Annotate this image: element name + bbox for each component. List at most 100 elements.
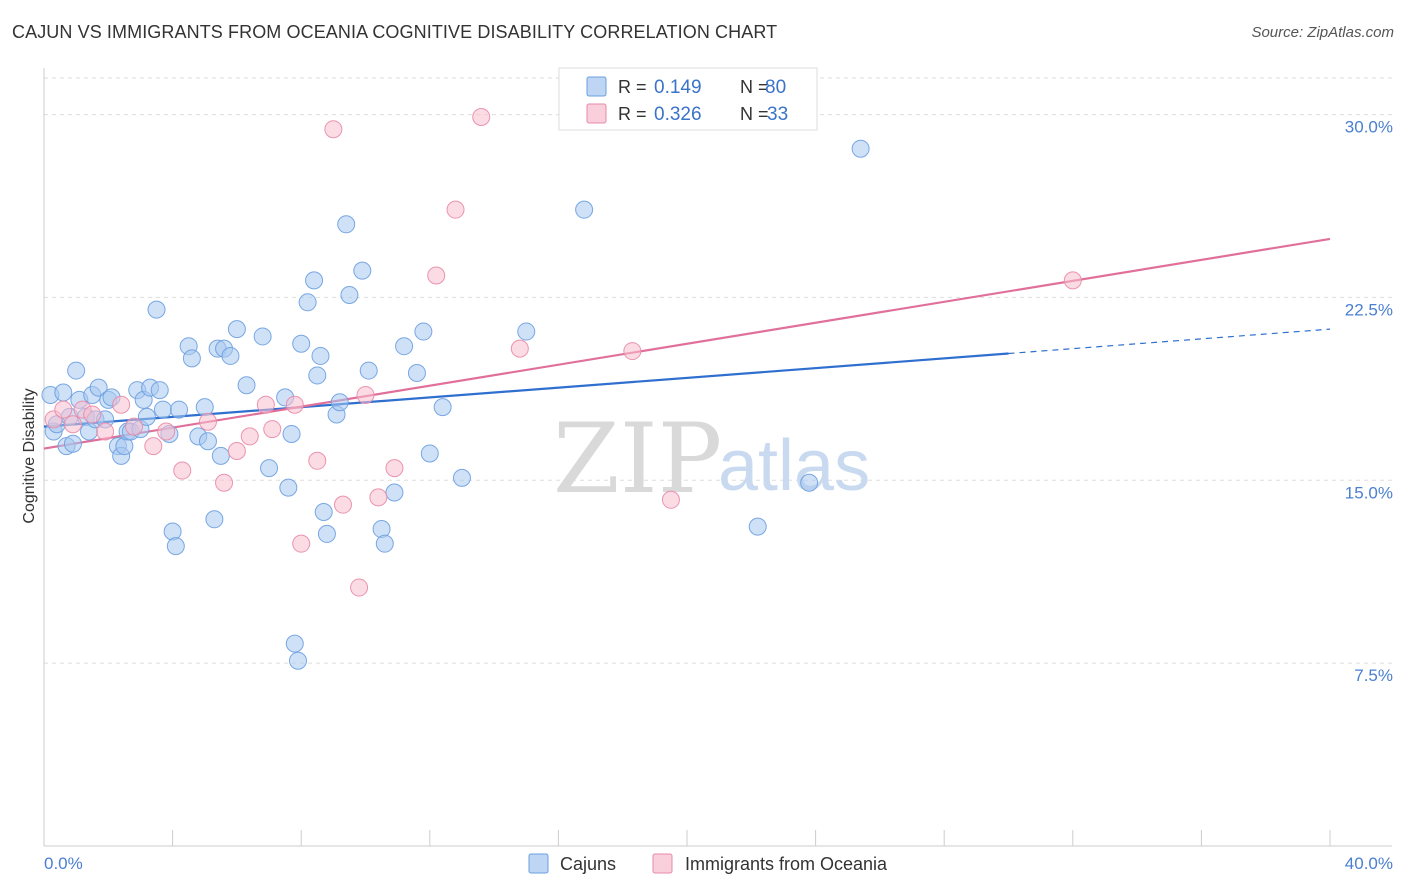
- point-cajuns: [420, 444, 439, 463]
- point-cajuns: [395, 337, 414, 356]
- y-tick-label: 22.5%: [1345, 300, 1393, 319]
- point-cajuns: [433, 398, 452, 417]
- y-tick-label: 30.0%: [1345, 118, 1393, 137]
- point-cajuns: [452, 468, 471, 487]
- point-cajuns: [407, 364, 426, 383]
- point-oceania: [263, 420, 282, 439]
- watermark: ZIP atlas: [553, 403, 870, 515]
- point-oceania: [510, 339, 529, 358]
- point-oceania: [661, 490, 680, 509]
- point-oceania: [227, 442, 246, 461]
- point-oceania: [83, 405, 102, 424]
- point-oceania: [333, 495, 352, 514]
- point-oceania: [215, 473, 234, 492]
- point-cajuns: [279, 478, 298, 497]
- chart-title: CAJUN VS IMMIGRANTS FROM OCEANIA COGNITI…: [12, 22, 778, 42]
- point-oceania: [308, 451, 327, 470]
- point-cajuns: [372, 520, 391, 539]
- point-cajuns: [221, 346, 240, 365]
- bottom-legend-label-cajuns: Cajuns: [560, 854, 616, 874]
- point-oceania: [1063, 271, 1082, 290]
- source-label: Source: ZipAtlas.com: [1251, 24, 1394, 41]
- watermark-atlas: atlas: [718, 426, 870, 506]
- point-cajuns: [308, 366, 327, 385]
- point-oceania: [173, 461, 192, 480]
- point-oceania: [157, 422, 176, 441]
- point-cajuns: [170, 400, 189, 419]
- watermark-zip: ZIP: [553, 403, 722, 515]
- bottom-legend-label-oceania: Immigrants from Oceania: [685, 854, 888, 874]
- legend-n-label-oceania: N =: [740, 104, 769, 124]
- point-cajuns: [211, 446, 230, 465]
- bottom-legend-swatch-oceania: [652, 853, 673, 874]
- x-tick-labels: 0.0% 40.0%: [44, 854, 1393, 873]
- point-cajuns: [353, 261, 372, 280]
- point-cajuns: [340, 285, 359, 304]
- x-tick-label: 0.0%: [44, 854, 83, 873]
- point-oceania: [623, 342, 642, 361]
- point-oceania: [285, 395, 304, 414]
- point-cajuns: [292, 334, 311, 353]
- point-cajuns: [414, 322, 433, 341]
- point-oceania: [350, 578, 369, 597]
- bottom-legend-swatch-cajuns: [528, 853, 549, 874]
- point-oceania: [96, 422, 115, 441]
- point-cajuns: [198, 432, 217, 451]
- y-axis-label: Cognitive Disability: [21, 388, 38, 523]
- x-tick-label: 40.0%: [1345, 854, 1393, 873]
- point-oceania: [63, 415, 82, 434]
- legend-n-value-cajuns: 80: [765, 77, 786, 98]
- point-cajuns: [89, 378, 108, 397]
- point-cajuns: [153, 400, 172, 419]
- point-cajuns: [67, 361, 86, 380]
- point-oceania: [112, 395, 131, 414]
- point-cajuns: [137, 407, 156, 426]
- point-cajuns: [800, 473, 819, 492]
- trend-line-oceania: [43, 237, 1331, 450]
- legend-r-value-oceania: 0.326: [654, 104, 702, 125]
- y-tick-label: 7.5%: [1354, 666, 1393, 685]
- legend-swatch-cajuns: [586, 76, 607, 97]
- point-oceania: [125, 417, 144, 436]
- point-cajuns: [359, 361, 378, 380]
- point-cajuns: [330, 393, 349, 412]
- point-oceania: [240, 427, 259, 446]
- point-oceania: [446, 200, 465, 219]
- point-cajuns: [195, 398, 214, 417]
- point-cajuns: [260, 459, 279, 478]
- point-oceania: [324, 120, 343, 139]
- point-cajuns: [253, 327, 272, 346]
- point-cajuns: [375, 534, 394, 553]
- point-cajuns: [54, 383, 73, 402]
- point-cajuns: [237, 376, 256, 395]
- legend-n-value-oceania: 33: [767, 104, 788, 125]
- legend-r-value-cajuns: 0.149: [654, 77, 702, 98]
- point-oceania: [144, 437, 163, 456]
- point-cajuns: [166, 537, 185, 556]
- point-oceania: [256, 395, 275, 414]
- point-cajuns: [182, 349, 201, 368]
- y-tick-label: 15.0%: [1345, 483, 1393, 502]
- point-cajuns: [748, 517, 767, 536]
- legend-n-label-cajuns: N =: [740, 77, 769, 97]
- point-cajuns: [288, 651, 307, 670]
- point-oceania: [369, 488, 388, 507]
- point-cajuns: [317, 524, 336, 543]
- point-oceania: [427, 266, 446, 285]
- point-cajuns: [385, 483, 404, 502]
- point-cajuns: [314, 502, 333, 521]
- point-oceania: [385, 459, 404, 478]
- point-cajuns: [575, 200, 594, 219]
- y-tick-labels: 7.5% 15.0% 22.5% 30.0%: [1345, 118, 1393, 686]
- point-cajuns: [517, 322, 536, 341]
- point-cajuns: [147, 300, 166, 319]
- axes: [43, 68, 1392, 847]
- point-oceania: [356, 385, 375, 404]
- point-oceania: [198, 412, 217, 431]
- point-cajuns: [337, 215, 356, 234]
- point-cajuns: [150, 381, 169, 400]
- point-cajuns: [298, 293, 317, 312]
- legend-r-label-cajuns: R =: [618, 77, 647, 97]
- point-cajuns: [311, 346, 330, 365]
